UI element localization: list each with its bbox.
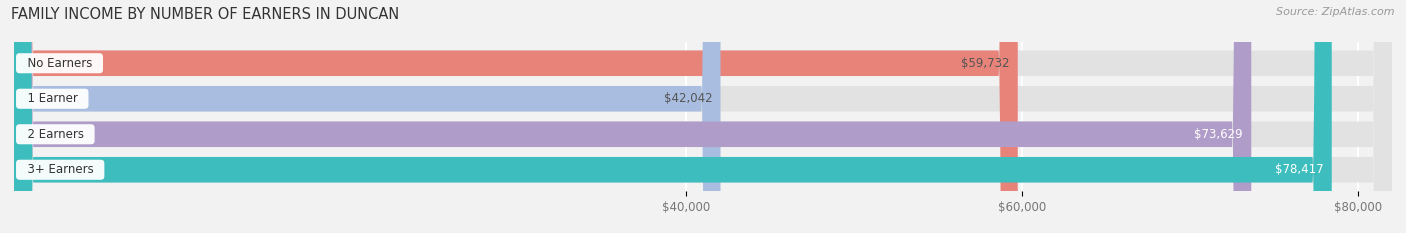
FancyBboxPatch shape	[14, 0, 1331, 233]
FancyBboxPatch shape	[14, 0, 1392, 233]
FancyBboxPatch shape	[14, 0, 1251, 233]
FancyBboxPatch shape	[14, 0, 720, 233]
Text: $42,042: $42,042	[664, 92, 713, 105]
FancyBboxPatch shape	[14, 0, 1018, 233]
Text: 2 Earners: 2 Earners	[20, 128, 91, 141]
Text: 3+ Earners: 3+ Earners	[20, 163, 101, 176]
Text: 1 Earner: 1 Earner	[20, 92, 84, 105]
FancyBboxPatch shape	[14, 0, 1392, 233]
Text: FAMILY INCOME BY NUMBER OF EARNERS IN DUNCAN: FAMILY INCOME BY NUMBER OF EARNERS IN DU…	[11, 7, 399, 22]
Text: No Earners: No Earners	[20, 57, 100, 70]
Text: $59,732: $59,732	[960, 57, 1010, 70]
Text: $73,629: $73,629	[1194, 128, 1243, 141]
FancyBboxPatch shape	[14, 0, 1392, 233]
Text: Source: ZipAtlas.com: Source: ZipAtlas.com	[1277, 7, 1395, 17]
Text: $78,417: $78,417	[1275, 163, 1323, 176]
FancyBboxPatch shape	[14, 0, 1392, 233]
